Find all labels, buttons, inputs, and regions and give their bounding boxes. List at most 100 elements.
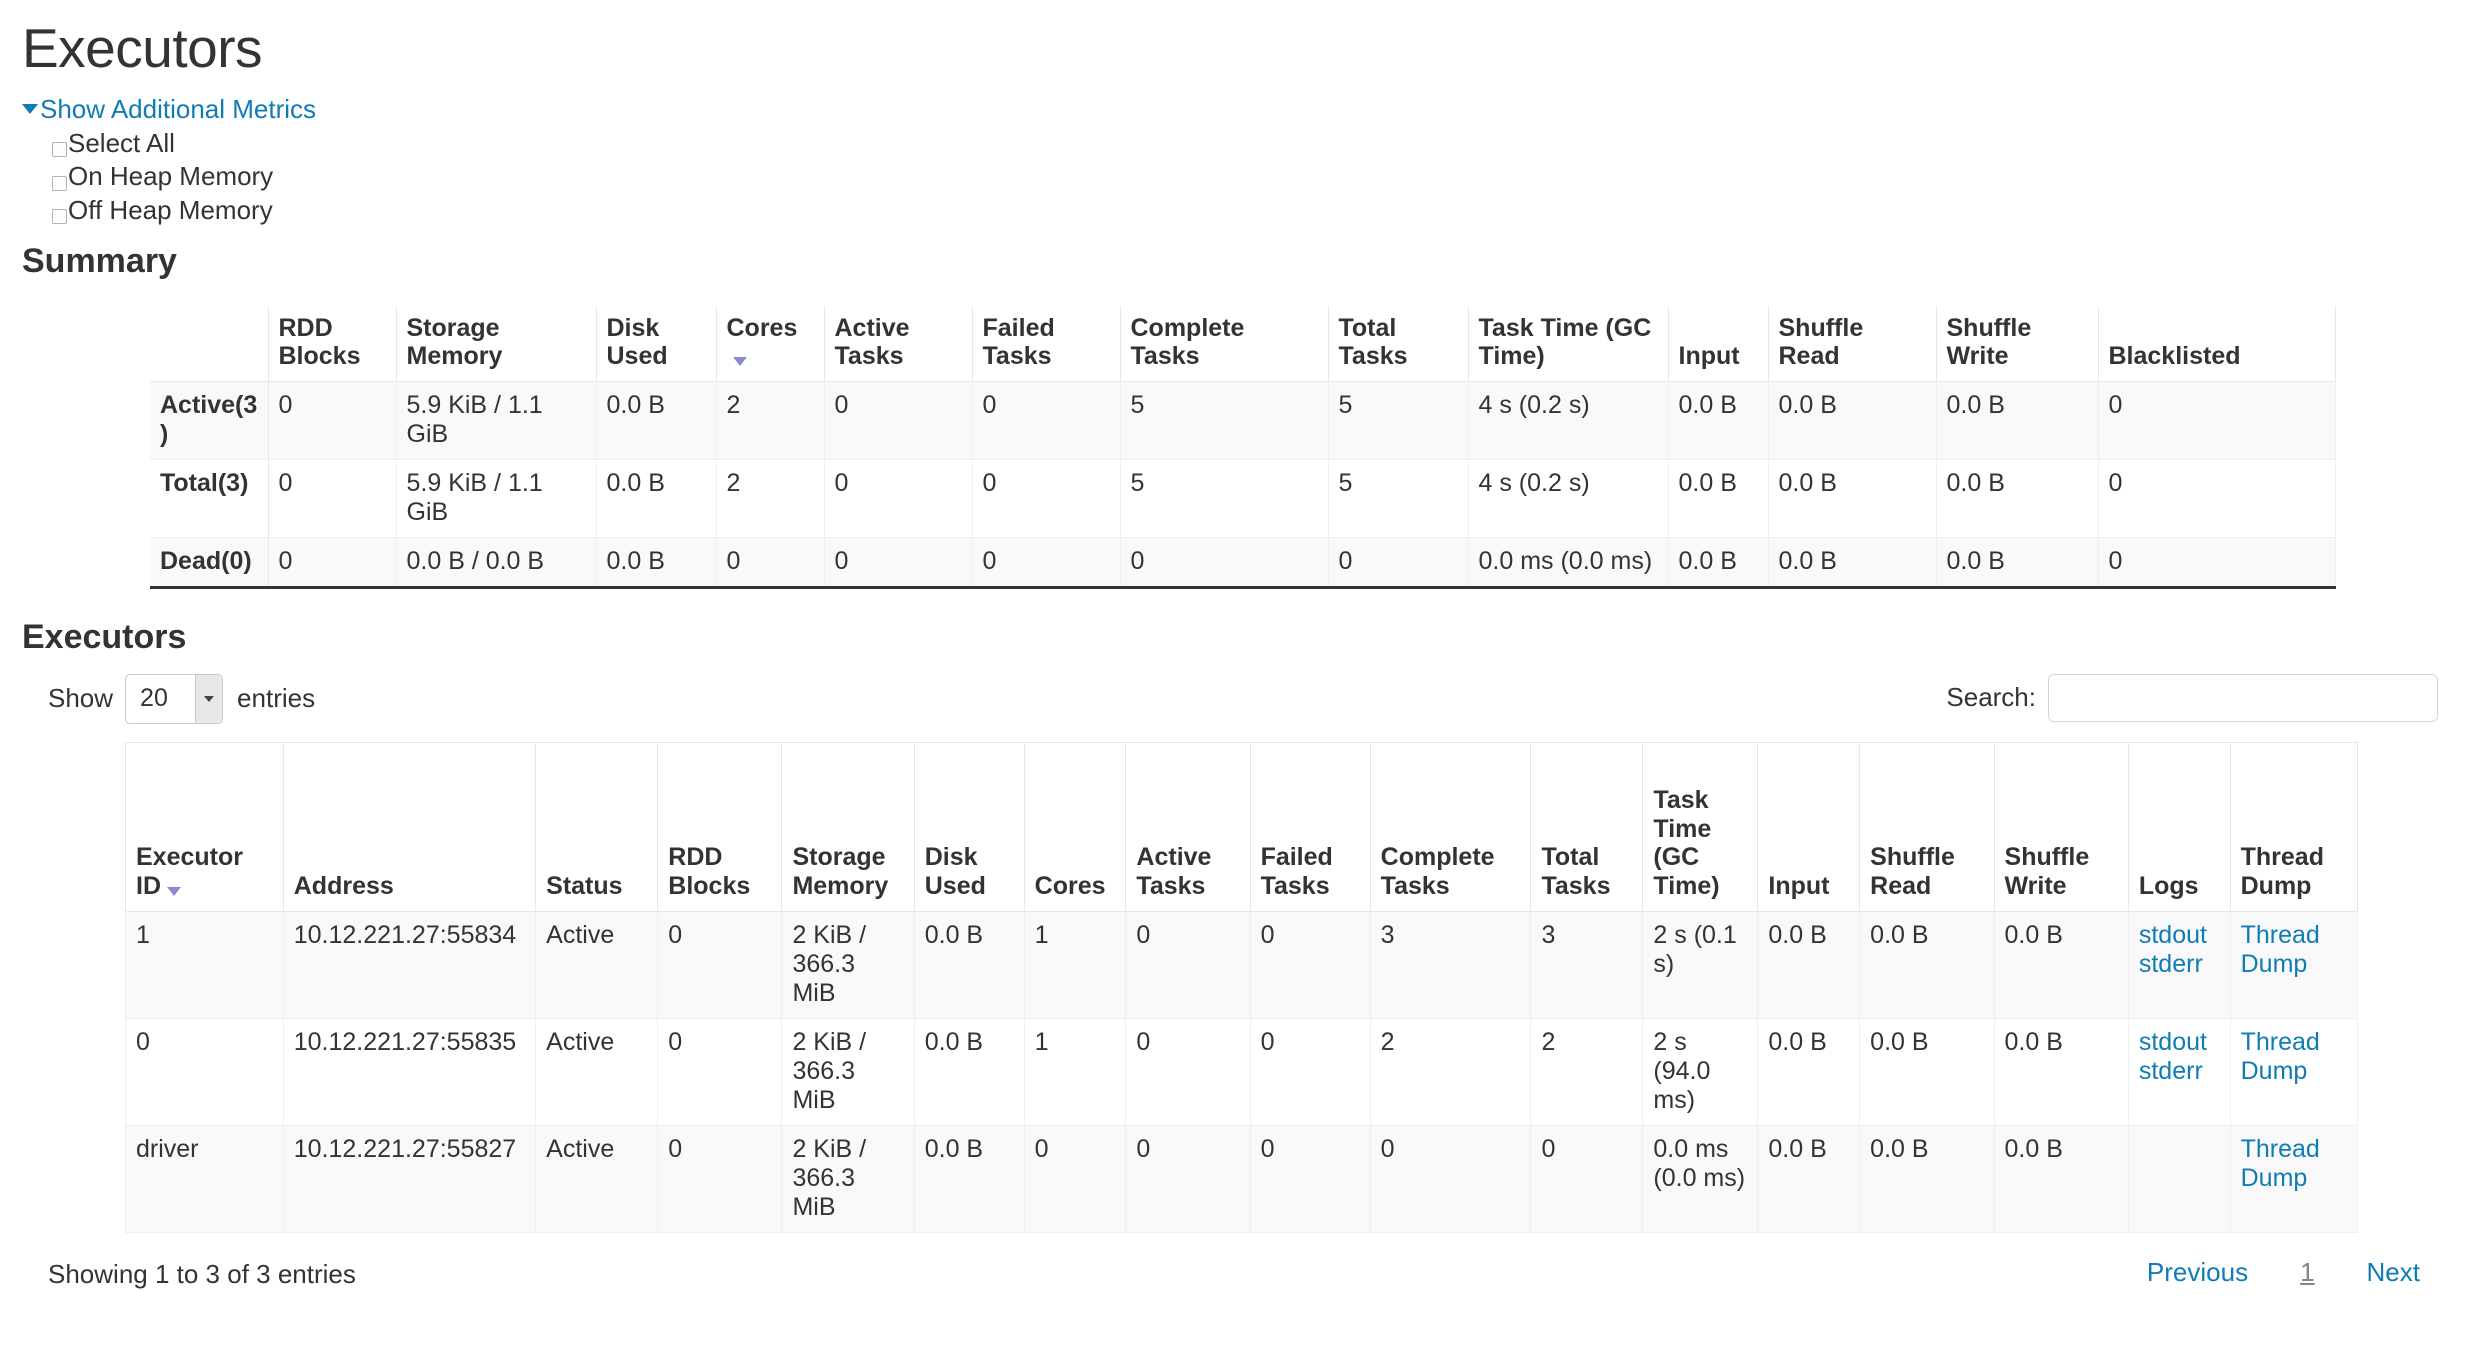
cell-rdd-blocks: 0: [267, 537, 397, 589]
thread-dump-link[interactable]: Thread Dump: [2240, 1134, 2320, 1192]
search-input[interactable]: [2048, 673, 2438, 722]
cell-shuffle-read: 0.0 B: [1859, 1124, 1995, 1233]
summary-col-rdd-blocks[interactable]: RDD Blocks: [267, 305, 397, 383]
exec-col-cores[interactable]: Cores: [1023, 741, 1127, 912]
exec-col-logs[interactable]: Logs: [2127, 741, 2231, 912]
cell-complete-tasks: 0: [1119, 537, 1329, 589]
select-all-checkbox[interactable]: [52, 142, 67, 158]
cell-shuffle-read: 0.0 B: [1859, 910, 1995, 1019]
cell-shuffle-read: 0.0 B: [1767, 537, 1937, 589]
summary-col-input[interactable]: Input: [1667, 305, 1769, 383]
summary-col-active-tasks[interactable]: Active Tasks: [823, 305, 973, 383]
cell-task-time: 0.0 ms (0.0 ms): [1642, 1124, 1759, 1233]
stderr-link[interactable]: stderr: [2138, 949, 2203, 978]
off-heap-memory-checkbox[interactable]: [52, 208, 67, 224]
summary-heading: Summary: [22, 241, 177, 280]
exec-col-total-tasks[interactable]: Total Tasks: [1530, 741, 1644, 912]
cell-cores: 1: [1023, 910, 1127, 1019]
exec-col-storage-memory[interactable]: Storage Memory: [781, 741, 915, 912]
summary-col-task-time[interactable]: Task Time (GC Time): [1467, 305, 1669, 383]
on-heap-memory-checkbox[interactable]: [52, 175, 67, 191]
next-page-button[interactable]: Next: [2366, 1256, 2420, 1287]
summary-col-cores-label: Cores: [726, 313, 798, 342]
executors-section: Executors Show 20 entries Search:: [0, 589, 2466, 1321]
stdout-link[interactable]: stdout: [2138, 1027, 2207, 1056]
exec-col-task-time[interactable]: Task Time (GC Time): [1642, 741, 1759, 912]
cell-failed-tasks: 0: [971, 381, 1121, 461]
cell-shuffle-write: 0.0 B: [1935, 537, 2099, 589]
exec-col-thread-dump[interactable]: Thread Dump: [2229, 741, 2359, 912]
cell-shuffle-write: 0.0 B: [1935, 459, 2099, 539]
stdout-link[interactable]: stdout: [2138, 920, 2207, 949]
summary-col-disk-used[interactable]: Disk Used: [595, 305, 717, 383]
exec-col-active-tasks[interactable]: Active Tasks: [1125, 741, 1251, 912]
cell-cores: 0: [715, 537, 825, 589]
cell-thread-dump: Thread Dump: [2229, 1124, 2359, 1233]
page-number-1[interactable]: 1: [2300, 1256, 2315, 1287]
cell-total-tasks: 3: [1530, 910, 1644, 1019]
cell-input: 0.0 B: [1667, 459, 1769, 539]
exec-col-failed-tasks[interactable]: Failed Tasks: [1249, 741, 1371, 912]
exec-col-disk-used[interactable]: Disk Used: [913, 741, 1025, 912]
cell-input: 0.0 B: [1757, 1124, 1861, 1233]
show-label: Show: [48, 683, 114, 714]
cell-rdd-blocks: 0: [657, 1017, 783, 1126]
exec-col-status[interactable]: Status: [535, 741, 659, 912]
exec-col-executor-id[interactable]: Executor ID: [125, 741, 284, 912]
cell-shuffle-read: 0.0 B: [1767, 381, 1937, 461]
cell-failed-tasks: 0: [971, 537, 1121, 589]
cell-shuffle-read: 0.0 B: [1767, 459, 1937, 539]
summary-row-label: Dead(0): [150, 537, 269, 589]
cell-storage-memory: 2 KiB / 366.3 MiB: [781, 1017, 915, 1126]
exec-col-rdd-blocks[interactable]: RDD Blocks: [657, 741, 783, 912]
summary-col-shuffle-read[interactable]: Shuffle Read: [1767, 305, 1937, 383]
checkbox-row-on-heap-memory[interactable]: On Heap Memory: [52, 160, 2466, 193]
cell-complete-tasks: 3: [1369, 910, 1532, 1019]
cell-disk-used: 0.0 B: [595, 459, 717, 539]
exec-col-address[interactable]: Address: [282, 741, 537, 912]
summary-col-blacklisted[interactable]: Blacklisted: [2097, 305, 2336, 383]
cell-input: 0.0 B: [1667, 537, 1769, 589]
checkbox-row-select-all[interactable]: Select All: [52, 127, 2466, 160]
thread-dump-link[interactable]: Thread Dump: [2240, 920, 2320, 978]
page-length-select[interactable]: 20: [125, 673, 224, 724]
show-additional-metrics-toggle[interactable]: Show Additional Metrics: [22, 93, 2466, 124]
cell-storage-memory: 5.9 KiB / 1.1 GiB: [395, 381, 597, 461]
cell-disk-used: 0.0 B: [595, 381, 717, 461]
summary-col-storage-memory[interactable]: Storage Memory: [395, 305, 597, 383]
cell-task-time: 0.0 ms (0.0 ms): [1467, 537, 1669, 589]
summary-col-complete-tasks[interactable]: Complete Tasks: [1119, 305, 1329, 383]
executors-table: Executor ID Address Status RDD Blocks St…: [125, 741, 2359, 1233]
summary-col-shuffle-write[interactable]: Shuffle Write: [1935, 305, 2099, 383]
chevron-down-icon[interactable]: [195, 674, 223, 723]
previous-page-button[interactable]: Previous: [2146, 1256, 2249, 1287]
exec-col-complete-tasks[interactable]: Complete Tasks: [1369, 741, 1532, 912]
summary-col-cores[interactable]: Cores: [715, 305, 825, 383]
cell-failed-tasks: 0: [971, 459, 1121, 539]
thread-dump-link[interactable]: Thread Dump: [2240, 1027, 2320, 1085]
exec-col-executor-id-label: Executor ID: [136, 843, 243, 901]
table-row: 0 10.12.221.27:55835 Active 0 2 KiB / 36…: [125, 1017, 2359, 1126]
cell-disk-used: 0.0 B: [595, 537, 717, 589]
summary-col-blank[interactable]: [150, 305, 269, 383]
cell-thread-dump: Thread Dump: [2229, 910, 2359, 1019]
cell-shuffle-write: 0.0 B: [1993, 1124, 2129, 1233]
cell-address: 10.12.221.27:55835: [282, 1017, 537, 1126]
cell-total-tasks: 5: [1327, 459, 1469, 539]
cell-executor-id: 1: [125, 910, 284, 1019]
stderr-link[interactable]: stderr: [2138, 1056, 2203, 1085]
cell-storage-memory: 2 KiB / 366.3 MiB: [781, 1124, 915, 1233]
summary-col-total-tasks[interactable]: Total Tasks: [1327, 305, 1469, 383]
entries-label: entries: [237, 683, 316, 714]
cell-shuffle-write: 0.0 B: [1993, 1017, 2129, 1126]
checkbox-row-off-heap-memory[interactable]: Off Heap Memory: [52, 194, 2466, 227]
exec-col-input[interactable]: Input: [1757, 741, 1861, 912]
exec-col-shuffle-write[interactable]: Shuffle Write: [1993, 741, 2129, 912]
cell-disk-used: 0.0 B: [913, 1124, 1025, 1233]
summary-col-failed-tasks[interactable]: Failed Tasks: [971, 305, 1121, 383]
cell-logs: [2127, 1124, 2231, 1233]
exec-col-shuffle-read[interactable]: Shuffle Read: [1859, 741, 1995, 912]
table-info: Showing 1 to 3 of 3 entries: [48, 1258, 356, 1289]
show-additional-metrics-link[interactable]: Show Additional Metrics: [40, 93, 317, 124]
